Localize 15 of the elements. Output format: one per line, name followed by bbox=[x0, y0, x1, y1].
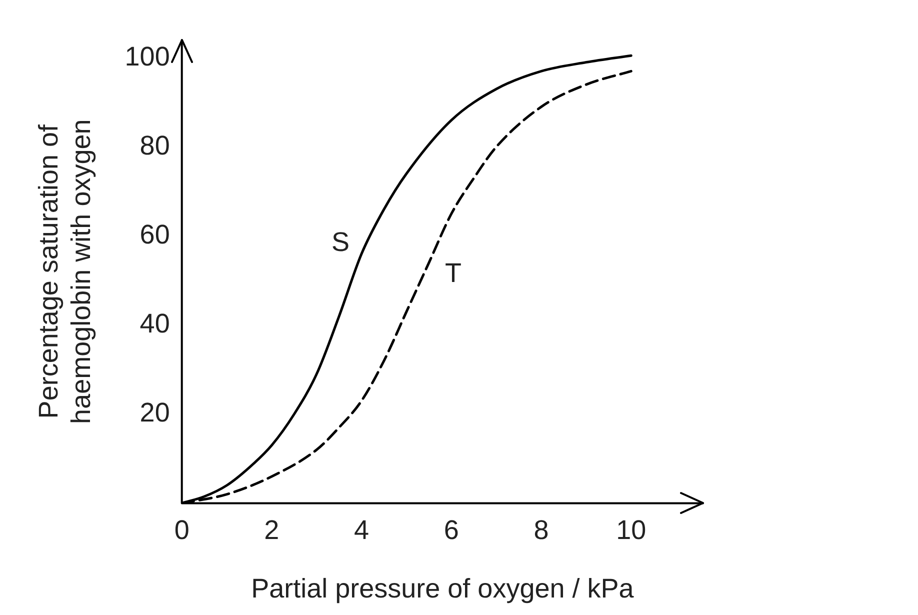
x-tick-label: 2 bbox=[264, 514, 280, 545]
y-tick-label: 100 bbox=[124, 41, 170, 72]
x-tick-label: 6 bbox=[444, 514, 459, 545]
y-axis-title: Percentage saturation of haemoglobin with oxygen bbox=[34, 119, 96, 424]
y-tick-label: 80 bbox=[140, 130, 170, 160]
x-tick-label: 0 bbox=[174, 514, 190, 545]
y-tick-label: 60 bbox=[140, 219, 170, 250]
x-tick-label: 4 bbox=[354, 514, 370, 545]
x-tick-label: 10 bbox=[616, 514, 646, 545]
y-tick-label: 20 bbox=[140, 398, 170, 428]
x-tick-label: 8 bbox=[534, 514, 549, 545]
series-label: S bbox=[332, 227, 350, 258]
x-axis-title: Partial pressure of oxygen / kPa bbox=[251, 573, 635, 604]
y-tick-label: 40 bbox=[140, 308, 170, 338]
series-label: T bbox=[444, 258, 462, 288]
